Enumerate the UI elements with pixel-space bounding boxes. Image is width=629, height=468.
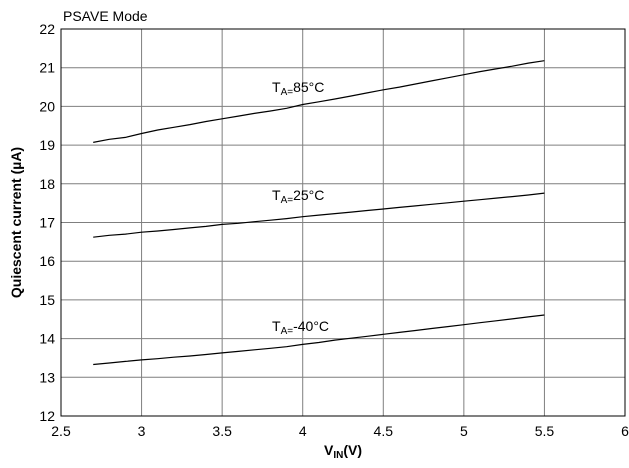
- x-tick-label: 5: [460, 423, 468, 439]
- series-line: [93, 314, 545, 366]
- y-tick-label: 18: [39, 176, 55, 192]
- grid-lines: [61, 29, 625, 416]
- y-tick-label: 20: [39, 98, 55, 114]
- x-tick-label: 4: [299, 423, 307, 439]
- x-axis-title-sub: IN: [333, 450, 343, 461]
- x-tick-label: 2.5: [51, 423, 71, 439]
- plot-frame: [60, 28, 626, 417]
- y-axis-title: Quiescent current (µA): [8, 147, 24, 298]
- series-line: [93, 192, 545, 238]
- x-tick-label: 6: [621, 423, 629, 439]
- series-label: TA=-40°C: [272, 318, 329, 337]
- x-tick-label: 3: [138, 423, 146, 439]
- x-axis-title-rest: (V): [343, 442, 362, 458]
- series-label: TA=25°C: [272, 187, 324, 206]
- tick-labels: 2.5 3 3.5 4 4.5 5 5.5 6 12 13 14 15 16 17 18 19 20 21 22: [39, 21, 629, 439]
- series-label: TA=85°C: [272, 79, 324, 98]
- y-tick-label: 14: [39, 331, 55, 347]
- y-tick-label: 21: [39, 60, 55, 76]
- x-tick-label: 4.5: [374, 423, 394, 439]
- y-tick-label: 19: [39, 137, 55, 153]
- series-lines: [93, 60, 545, 366]
- y-tick-label: 13: [39, 369, 55, 385]
- series-line: [93, 60, 545, 143]
- y-tick-label: 16: [39, 253, 55, 269]
- x-axis-title-main: V: [324, 442, 334, 458]
- chart-title: PSAVE Mode: [63, 8, 148, 24]
- y-tick-label: 12: [39, 408, 55, 424]
- series-labels: TA=85°C TA=25°C TA=-40°C: [272, 79, 329, 337]
- y-tick-label: 22: [39, 21, 55, 37]
- x-axis-title: VIN(V): [324, 442, 362, 461]
- y-tick-label: 15: [39, 292, 55, 308]
- y-tick-label: 17: [39, 215, 55, 231]
- x-tick-label: 5.5: [535, 423, 555, 439]
- x-tick-label: 3.5: [212, 423, 232, 439]
